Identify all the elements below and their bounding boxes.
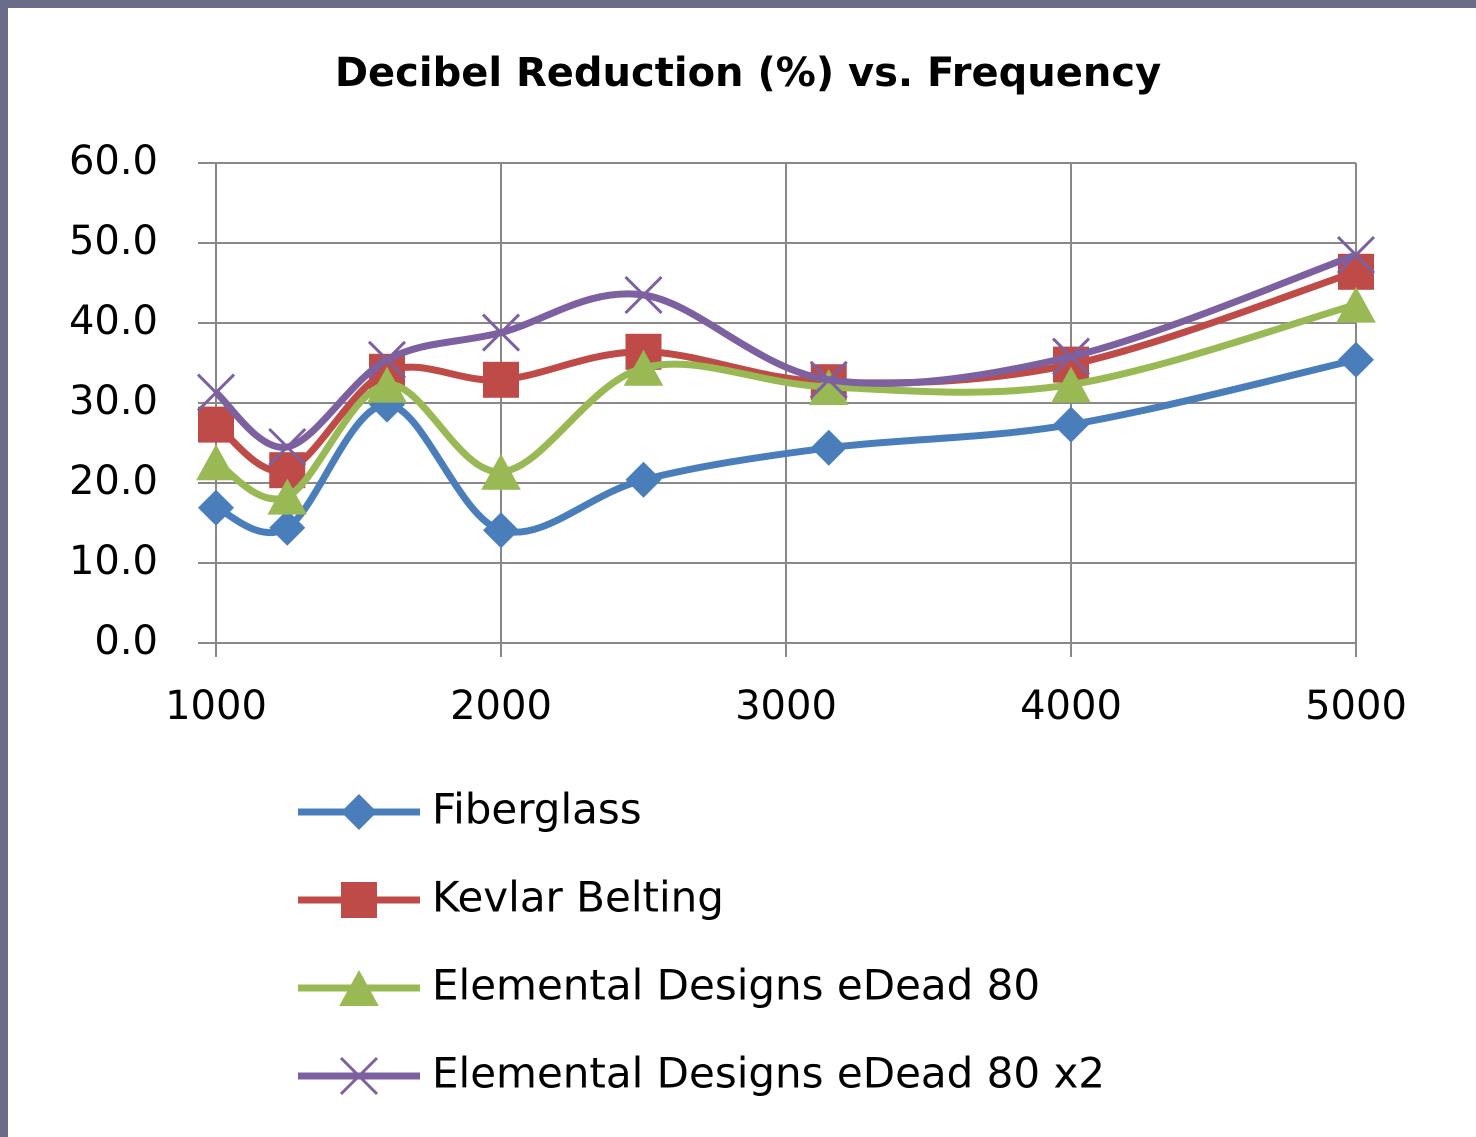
y-tick-label: 20.0 — [69, 458, 158, 504]
legend-label: Elemental Designs eDead 80 x2 — [432, 1049, 1105, 1098]
y-tick-label: 60.0 — [69, 138, 158, 184]
y-tick-label: 30.0 — [69, 378, 158, 424]
marker — [623, 349, 664, 386]
y-tick-label: 10.0 — [69, 538, 158, 584]
marker — [339, 970, 379, 1006]
marker — [198, 489, 234, 526]
y-tick-label: 40.0 — [69, 298, 158, 344]
marker — [483, 512, 519, 549]
x-tick-label: 3000 — [735, 683, 837, 729]
marker — [341, 794, 377, 830]
marker — [1336, 286, 1376, 323]
marker — [196, 444, 236, 481]
marker — [267, 478, 308, 515]
marker — [481, 313, 521, 352]
chart-title: Decibel Reduction (%) vs. Frequency — [335, 50, 1161, 96]
x-tick-label: 1000 — [165, 683, 267, 729]
marker — [196, 373, 236, 412]
y-tick-label: 50.0 — [69, 218, 158, 264]
marker — [483, 361, 519, 398]
marker — [624, 275, 663, 315]
marker — [1051, 366, 1091, 403]
legend-label: Kevlar Belting — [432, 873, 724, 922]
legend-label: Elemental Designs eDead 80 — [432, 961, 1040, 1010]
marker — [810, 429, 847, 466]
legend-label: Fiberglass — [432, 785, 642, 834]
x-tick-label: 4000 — [1020, 683, 1122, 729]
marker — [808, 369, 849, 405]
marker — [1336, 235, 1376, 275]
x-tick-label: 5000 — [1305, 683, 1407, 729]
marker — [1053, 406, 1089, 443]
marker — [809, 360, 848, 399]
y-tick-label: 0.0 — [94, 618, 158, 664]
marker — [1338, 341, 1374, 378]
marker — [269, 509, 306, 546]
marker — [367, 340, 407, 379]
marker — [341, 882, 377, 918]
marker — [1051, 337, 1091, 376]
marker — [625, 461, 662, 498]
marker — [481, 453, 521, 490]
x-tick-label: 2000 — [450, 683, 552, 729]
marker — [367, 366, 407, 403]
marker — [198, 406, 234, 443]
marker — [339, 1056, 379, 1096]
marker — [268, 427, 307, 467]
